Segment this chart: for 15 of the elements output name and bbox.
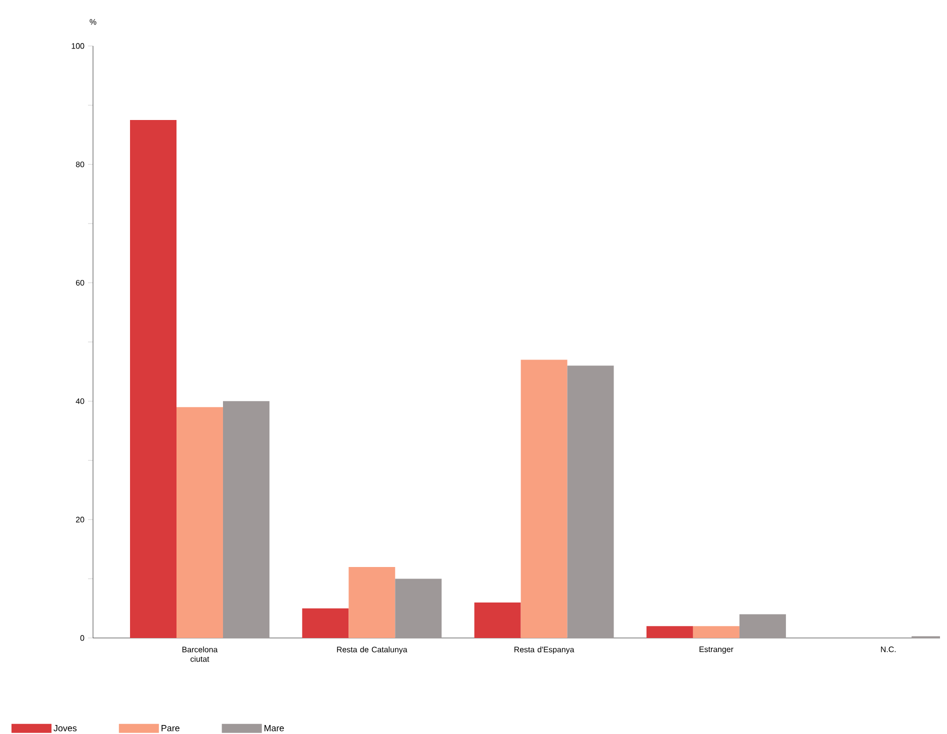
bar (302, 608, 349, 638)
bar (692, 626, 740, 638)
bar (130, 120, 177, 638)
legend-label: Pare (162, 725, 180, 732)
legend-label: Mare (264, 725, 284, 732)
bar (567, 366, 614, 638)
legend-label: Joves (54, 725, 77, 732)
bar (474, 602, 521, 638)
bar (222, 401, 270, 638)
bar (395, 578, 442, 638)
bar (348, 566, 396, 638)
bar (646, 626, 693, 638)
bar (176, 407, 223, 638)
bar (520, 360, 568, 638)
bar (739, 614, 786, 638)
